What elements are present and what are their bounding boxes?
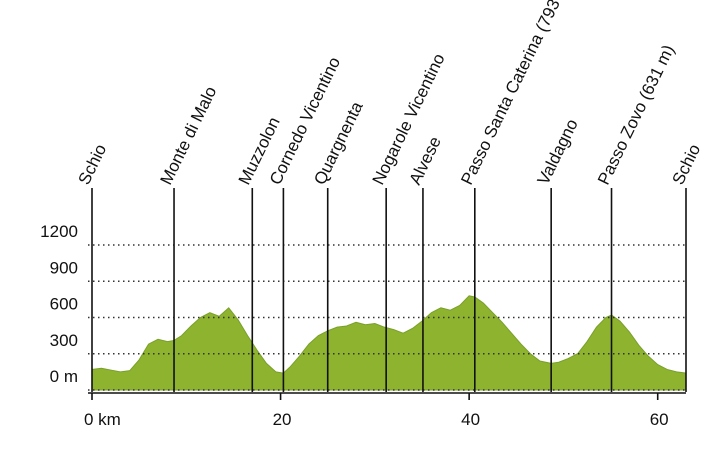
x-tick-label: 0 km [84,410,121,429]
x-tick-label: 60 [650,410,669,429]
town-label: Monte di Malo [157,83,221,187]
y-tick-label: 0 m [50,367,78,386]
town-label: Passo Zovo (631 m) [594,42,678,188]
x-tick-label: 20 [273,410,292,429]
y-tick-label: 300 [50,331,78,350]
y-tick-label: 900 [50,258,78,277]
town-label: Schio [75,141,111,188]
town-label: Alvese [405,134,444,188]
y-tick-label: 1200 [40,222,78,241]
y-tick-label: 600 [50,295,78,314]
town-label: Schio [669,141,705,188]
town-label: Nogarole Vicentino [369,51,449,188]
town-label: Valdagno [534,116,582,188]
x-tick-label: 40 [461,410,480,429]
elevation-area [91,295,687,391]
